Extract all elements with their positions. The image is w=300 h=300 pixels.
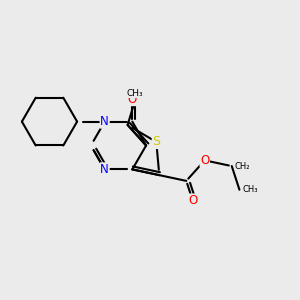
Text: N: N [100, 163, 109, 176]
Text: O: O [128, 93, 137, 106]
Text: S: S [152, 136, 160, 148]
Text: CH₂: CH₂ [235, 162, 250, 171]
Text: O: O [188, 194, 197, 207]
Text: N: N [100, 115, 109, 128]
Text: CH₃: CH₃ [126, 88, 143, 98]
Text: CH₃: CH₃ [242, 185, 258, 194]
Text: O: O [200, 154, 209, 167]
